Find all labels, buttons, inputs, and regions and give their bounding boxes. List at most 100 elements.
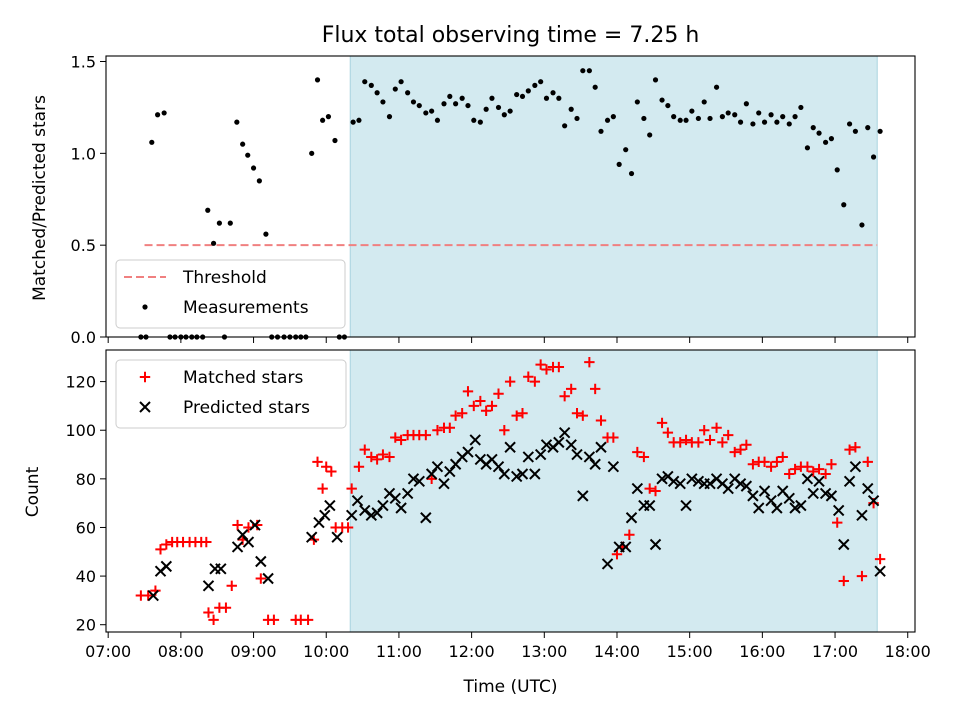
data-point	[583, 451, 596, 463]
data-point	[701, 99, 707, 105]
data-point	[441, 101, 447, 107]
data-point	[398, 79, 404, 85]
data-point	[453, 101, 459, 107]
data-point	[365, 509, 378, 522]
data-point	[331, 531, 343, 543]
data-point	[538, 79, 544, 85]
data-point	[377, 449, 389, 460]
x-tick-label: 09:00	[230, 642, 276, 661]
legend-swatch	[139, 371, 151, 383]
data-point	[686, 473, 698, 485]
data-point	[586, 68, 592, 74]
data-point	[862, 482, 874, 495]
data-point	[371, 507, 383, 519]
data-point	[813, 475, 825, 487]
data-point	[232, 519, 243, 531]
data-point	[353, 461, 365, 472]
data-point	[550, 90, 556, 96]
data-point	[384, 451, 395, 463]
data-point	[671, 114, 677, 120]
data-point	[492, 460, 505, 473]
data-point	[155, 544, 166, 555]
data-point	[507, 108, 513, 114]
bottom-plot-frame	[105, 349, 916, 633]
bottom-observing-window	[350, 350, 878, 632]
data-point	[756, 110, 762, 116]
legend-box	[115, 259, 346, 329]
data-point	[832, 504, 845, 517]
data-point	[674, 477, 686, 490]
data-point	[632, 446, 643, 458]
data-point	[553, 436, 565, 449]
data-point	[532, 82, 538, 88]
data-point	[345, 509, 358, 522]
data-point	[747, 490, 759, 502]
data-point	[368, 82, 374, 88]
data-point	[432, 425, 443, 436]
data-point	[504, 376, 516, 387]
data-point	[628, 170, 635, 177]
data-point	[216, 220, 222, 226]
data-point	[529, 376, 541, 387]
data-point	[499, 425, 510, 436]
data-point	[438, 477, 450, 490]
data-point	[161, 539, 172, 550]
top-y-tick-label: 0.5	[71, 236, 96, 255]
top-y-tick-label: 0.0	[71, 328, 96, 347]
data-point	[604, 117, 611, 123]
data-point	[326, 466, 337, 477]
data-point	[553, 361, 565, 373]
data-point	[862, 456, 873, 468]
data-point	[850, 442, 861, 453]
data-point	[420, 512, 432, 524]
legend-label: Predicted stars	[183, 398, 310, 418]
data-point	[142, 590, 154, 601]
data-point	[838, 538, 850, 551]
data-point	[743, 101, 749, 107]
data-point	[784, 468, 795, 480]
data-point	[469, 434, 481, 446]
data-point	[780, 114, 786, 120]
data-point	[386, 114, 393, 120]
data-point	[592, 84, 598, 90]
data-point	[160, 560, 173, 573]
data-point	[444, 465, 456, 478]
data-point	[529, 468, 541, 480]
data-point	[656, 473, 668, 485]
data-point	[589, 458, 601, 470]
data-point	[652, 77, 659, 83]
data-point	[541, 364, 552, 375]
data-point	[740, 480, 753, 492]
data-point	[656, 417, 668, 429]
data-point	[359, 444, 370, 455]
data-point	[423, 110, 429, 116]
data-point	[816, 130, 822, 136]
data-point	[468, 400, 479, 412]
data-point	[504, 441, 516, 453]
data-point	[510, 470, 523, 483]
legend-label: Matched stars	[183, 368, 303, 388]
x-axis-label: Time (UTC)	[463, 677, 558, 697]
bottom-y-axis-label: Count	[23, 466, 43, 517]
data-point	[801, 473, 814, 485]
data-point	[826, 459, 837, 470]
data-point	[783, 492, 795, 505]
data-point	[431, 460, 444, 473]
data-point	[522, 451, 535, 463]
data-point	[392, 86, 398, 92]
data-point	[643, 499, 656, 512]
x-tick-label: 16:00	[739, 642, 785, 661]
data-point	[234, 119, 240, 125]
data-point	[638, 451, 650, 463]
data-point	[149, 139, 155, 145]
data-point	[798, 104, 804, 111]
data-point	[865, 125, 871, 131]
data-point	[810, 125, 816, 131]
data-point	[519, 93, 526, 100]
data-point	[577, 410, 589, 421]
data-point	[846, 121, 853, 127]
data-point	[616, 161, 622, 167]
top-plot-frame	[105, 55, 916, 338]
data-point	[562, 123, 568, 129]
data-point	[729, 446, 740, 458]
